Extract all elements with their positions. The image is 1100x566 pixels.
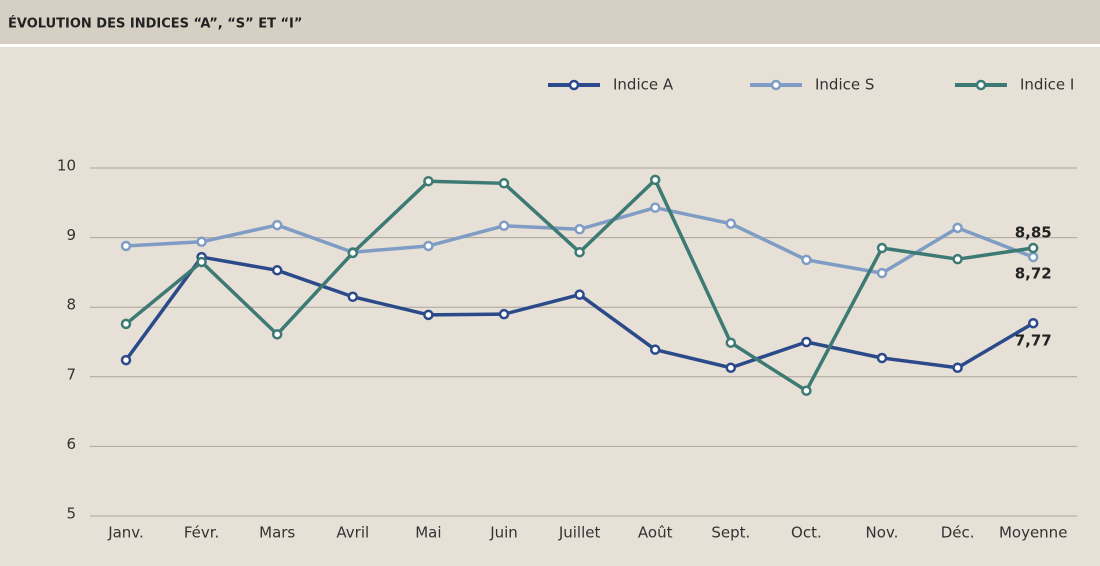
legend-marker xyxy=(770,79,782,91)
point xyxy=(725,218,737,229)
title-bar xyxy=(0,0,1100,44)
x-tick-label: Sept. xyxy=(711,524,750,542)
point xyxy=(876,242,888,254)
point xyxy=(271,329,283,340)
legend-marker xyxy=(568,79,580,91)
y-tick-label: 8 xyxy=(66,296,76,314)
value-label: 7,77 xyxy=(1015,332,1052,350)
point xyxy=(952,253,963,265)
point xyxy=(120,354,132,366)
point xyxy=(196,236,207,248)
point xyxy=(952,222,963,234)
point xyxy=(649,174,661,186)
point xyxy=(120,240,132,252)
point xyxy=(725,337,737,348)
x-tick-label: Févr. xyxy=(184,524,219,542)
point xyxy=(574,246,585,258)
y-tick-label: 5 xyxy=(66,505,76,523)
legend-label: Indice S xyxy=(815,76,874,94)
point xyxy=(801,254,812,266)
title-rule xyxy=(0,44,1100,47)
value-label: 8,72 xyxy=(1015,265,1052,283)
x-tick-label: Moyenne xyxy=(999,524,1067,542)
value-label: 8,85 xyxy=(1015,224,1052,242)
x-tick-label: Avril xyxy=(336,524,369,542)
point xyxy=(423,175,434,187)
point xyxy=(1027,251,1039,263)
point xyxy=(649,202,661,213)
y-tick-label: 10 xyxy=(57,157,76,175)
point xyxy=(347,291,359,303)
point xyxy=(876,352,888,364)
point xyxy=(271,265,283,276)
x-tick-label: Mai xyxy=(415,524,441,542)
point xyxy=(1027,242,1039,254)
point xyxy=(498,178,510,189)
chart-title: ÉVOLUTION DES INDICES “A”, “S” ET “I” xyxy=(8,16,302,32)
point xyxy=(271,219,283,231)
point xyxy=(649,344,661,355)
point xyxy=(498,308,510,320)
point xyxy=(498,220,510,232)
point xyxy=(952,362,963,374)
point xyxy=(347,247,359,259)
x-tick-label: Août xyxy=(638,524,673,542)
x-tick-label: Juillet xyxy=(558,524,601,542)
point xyxy=(801,336,812,348)
point xyxy=(1027,317,1039,329)
legend-marker xyxy=(975,79,987,91)
y-tick-label: 6 xyxy=(66,435,76,453)
point xyxy=(196,256,207,268)
point xyxy=(574,289,585,300)
x-tick-label: Janv. xyxy=(107,524,144,542)
point xyxy=(876,267,888,279)
point xyxy=(574,223,585,235)
point xyxy=(423,240,434,252)
y-tick-label: 9 xyxy=(66,226,76,244)
y-tick-label: 7 xyxy=(66,365,76,383)
point xyxy=(120,318,132,330)
x-tick-label: Oct. xyxy=(791,524,822,542)
legend-label: Indice A xyxy=(613,76,674,94)
point xyxy=(801,385,812,396)
point xyxy=(725,362,737,374)
point xyxy=(423,309,434,321)
x-tick-label: Juin xyxy=(489,524,518,542)
x-tick-label: Nov. xyxy=(866,524,899,542)
x-tick-label: Déc. xyxy=(941,524,975,542)
x-tick-label: Mars xyxy=(259,524,295,542)
legend-label: Indice I xyxy=(1020,76,1074,94)
